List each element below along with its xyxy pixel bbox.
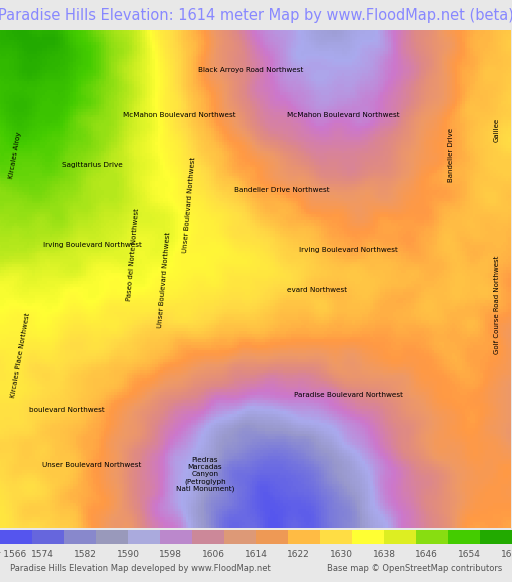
Text: 1614: 1614 bbox=[245, 550, 267, 559]
Text: 1638: 1638 bbox=[373, 550, 395, 559]
Text: Bandelier Drive Northwest: Bandelier Drive Northwest bbox=[234, 187, 329, 193]
Text: 1606: 1606 bbox=[202, 550, 225, 559]
Text: Irving Boulevard Northwest: Irving Boulevard Northwest bbox=[298, 247, 398, 253]
Text: 1662: 1662 bbox=[501, 550, 512, 559]
Text: McMahon Boulevard Northwest: McMahon Boulevard Northwest bbox=[123, 112, 236, 118]
Text: evard Northwest: evard Northwest bbox=[287, 287, 348, 293]
Bar bbox=[480, 530, 512, 544]
Text: 1590: 1590 bbox=[117, 550, 139, 559]
Text: Sagittarius Drive: Sagittarius Drive bbox=[62, 162, 122, 168]
Bar bbox=[416, 530, 448, 544]
Bar bbox=[96, 530, 128, 544]
Text: Kircales Place Northwest: Kircales Place Northwest bbox=[10, 312, 31, 398]
Text: Paradise Hills Elevation Map developed by www.FloodMap.net: Paradise Hills Elevation Map developed b… bbox=[10, 565, 271, 573]
Text: Unser Boulevard Northwest: Unser Boulevard Northwest bbox=[157, 232, 171, 328]
Text: Black Arroyo Road Northwest: Black Arroyo Road Northwest bbox=[198, 67, 304, 73]
Bar bbox=[0, 530, 32, 544]
Bar bbox=[256, 530, 288, 544]
Bar bbox=[128, 530, 160, 544]
Text: Paradise Boulevard Northwest: Paradise Boulevard Northwest bbox=[294, 392, 402, 398]
Text: Base map © OpenStreetMap contributors: Base map © OpenStreetMap contributors bbox=[327, 565, 502, 573]
Text: boulevard Northwest: boulevard Northwest bbox=[29, 407, 104, 413]
Text: Paseo del Norte Northwest: Paseo del Norte Northwest bbox=[126, 208, 140, 301]
Text: Unser Boulevard Northwest: Unser Boulevard Northwest bbox=[182, 157, 197, 253]
Bar bbox=[64, 530, 96, 544]
Bar bbox=[384, 530, 416, 544]
Text: 1574: 1574 bbox=[31, 550, 54, 559]
Text: meter 1566: meter 1566 bbox=[0, 550, 27, 559]
Text: Unser Boulevard Northwest: Unser Boulevard Northwest bbox=[42, 462, 142, 468]
Bar bbox=[192, 530, 224, 544]
Bar bbox=[160, 530, 192, 544]
Bar bbox=[352, 530, 384, 544]
Text: 1646: 1646 bbox=[415, 550, 438, 559]
Text: 1654: 1654 bbox=[458, 550, 481, 559]
Text: Kircales Alroy: Kircales Alroy bbox=[8, 132, 23, 179]
Text: Paradise Hills Elevation: 1614 meter Map by www.FloodMap.net (beta): Paradise Hills Elevation: 1614 meter Map… bbox=[0, 8, 512, 23]
Text: McMahon Boulevard Northwest: McMahon Boulevard Northwest bbox=[287, 112, 399, 118]
Bar bbox=[288, 530, 320, 544]
Text: Bandelier Drive: Bandelier Drive bbox=[447, 128, 454, 182]
Text: 1630: 1630 bbox=[330, 550, 353, 559]
Text: Piedras
Marcadas
Canyon
(Petroglyph
Natl Monument): Piedras Marcadas Canyon (Petroglyph Natl… bbox=[176, 457, 234, 492]
Text: 1622: 1622 bbox=[287, 550, 310, 559]
Bar bbox=[224, 530, 256, 544]
Bar bbox=[320, 530, 352, 544]
Bar bbox=[448, 530, 480, 544]
Text: Irving Boulevard Northwest: Irving Boulevard Northwest bbox=[42, 242, 142, 248]
Bar bbox=[32, 530, 64, 544]
Text: Golf Course Road Northwest: Golf Course Road Northwest bbox=[494, 255, 500, 354]
Text: 1582: 1582 bbox=[74, 550, 97, 559]
Text: 1598: 1598 bbox=[159, 550, 182, 559]
Text: Galilee: Galilee bbox=[494, 118, 500, 142]
